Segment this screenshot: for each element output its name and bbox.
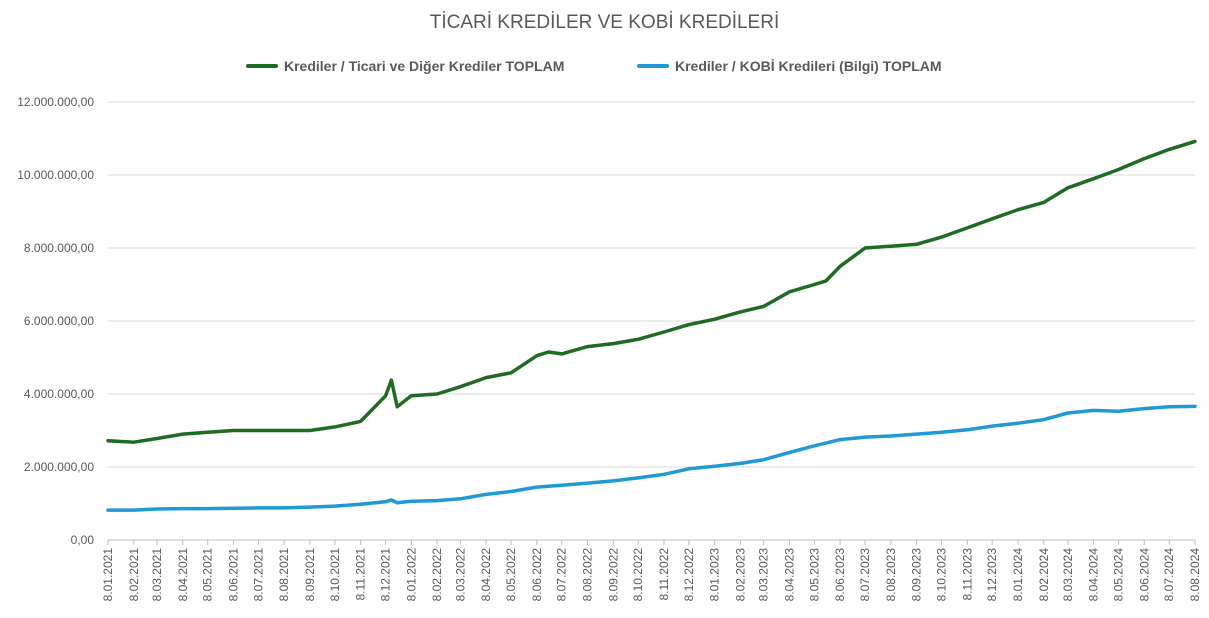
x-tick-label: 8.02.2023: [733, 548, 747, 602]
x-tick-label: 8.01.2022: [404, 548, 418, 602]
x-tick-label: 8.01.2021: [101, 548, 115, 602]
x-tick-label: 8.01.2023: [708, 548, 722, 602]
legend-label-commercial: Krediler / Ticari ve Diğer Krediler TOPL…: [284, 58, 565, 74]
series-line-sme[interactable]: [106, 404, 1197, 512]
legend-swatch-commercial: [246, 64, 278, 68]
y-tick-label: 12.000.000,00: [17, 95, 94, 109]
x-tick-label: 8.10.2021: [328, 548, 342, 602]
x-tick-label: 8.08.2022: [581, 548, 595, 602]
legend-item-sme[interactable]: Krediler / KOBİ Kredileri (Bilgi) TOPLAM: [637, 58, 942, 74]
x-tick-label: 8.08.2023: [884, 548, 898, 602]
x-tick-label: 8.11.2023: [960, 548, 974, 601]
x-tick-label: 8.02.2024: [1037, 548, 1051, 602]
x-tick-label: 8.02.2021: [127, 548, 141, 602]
x-tick-label: 8.03.2023: [757, 548, 771, 602]
x-tick-label: 8.10.2023: [935, 548, 949, 602]
chart-title: TİCARİ KREDİLER VE KOBİ KREDİLERİ: [429, 12, 780, 33]
y-tick-label: 4.000.000,00: [24, 387, 94, 401]
y-tick-label: 8.000.000,00: [24, 241, 94, 255]
x-tick-label: 8.12.2023: [985, 548, 999, 602]
legend-item-commercial[interactable]: Krediler / Ticari ve Diğer Krediler TOPL…: [246, 58, 564, 74]
y-tick-label: 10.000.000,00: [17, 168, 94, 182]
legend-label-sme: Krediler / KOBİ Kredileri (Bilgi) TOPLAM: [675, 58, 942, 74]
x-tick-label: 8.11.2022: [657, 548, 671, 601]
y-tick-label: 6.000.000,00: [24, 314, 94, 328]
x-tick-label: 8.05.2024: [1112, 548, 1126, 602]
x-tick-label: 8.04.2022: [479, 548, 493, 602]
x-tick-label: 8.08.2024: [1188, 548, 1202, 602]
x-tick-label: 8.09.2022: [606, 548, 620, 602]
x-tick-label: 8.07.2024: [1162, 548, 1176, 602]
x-tick-label: 8.09.2021: [303, 548, 317, 602]
x-tick-label: 8.05.2022: [504, 548, 518, 602]
x-tick-label: 8.06.2022: [530, 548, 544, 602]
x-tick-label: 8.11.2021: [354, 548, 368, 601]
legend-swatch-sme: [637, 64, 669, 68]
x-tick-label: 8.06.2023: [833, 548, 847, 602]
x-tick-label: 8.12.2022: [682, 548, 696, 602]
x-tick-label: 8.07.2022: [555, 548, 569, 602]
x-tick-label: 8.06.2021: [226, 548, 240, 602]
x-tick-label: 8.05.2023: [807, 548, 821, 602]
x-tick-label: 8.01.2024: [1011, 548, 1025, 602]
x-tick-label: 8.03.2024: [1061, 548, 1075, 602]
series-line-commercial[interactable]: [106, 139, 1197, 444]
y-tick-label: 2.000.000,00: [24, 460, 94, 474]
x-tick-label: 8.08.2021: [277, 548, 291, 602]
x-tick-label: 8.10.2022: [631, 548, 645, 602]
x-tick-label: 8.04.2023: [782, 548, 796, 602]
x-tick-label: 8.06.2024: [1137, 548, 1151, 602]
x-tick-label: 8.12.2021: [379, 548, 393, 602]
x-tick-label: 8.03.2022: [453, 548, 467, 602]
y-tick-label: 0,00: [71, 533, 95, 547]
x-tick-label: 8.02.2022: [430, 548, 444, 602]
x-tick-label: 8.09.2023: [910, 548, 924, 602]
x-tick-label: 8.07.2021: [251, 548, 265, 602]
x-tick-label: 8.04.2021: [176, 548, 190, 602]
x-tick-label: 8.03.2021: [150, 548, 164, 602]
legend: Krediler / Ticari ve Diğer Krediler TOPL…: [0, 58, 1209, 78]
x-tick-label: 8.07.2023: [858, 548, 872, 602]
x-tick-label: 8.05.2021: [201, 548, 215, 602]
x-tick-label: 8.04.2024: [1087, 548, 1101, 602]
